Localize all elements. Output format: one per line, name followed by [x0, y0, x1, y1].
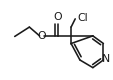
Text: O: O [37, 31, 46, 41]
Text: O: O [53, 12, 61, 22]
Text: N: N [101, 54, 109, 64]
Text: Cl: Cl [77, 13, 87, 23]
